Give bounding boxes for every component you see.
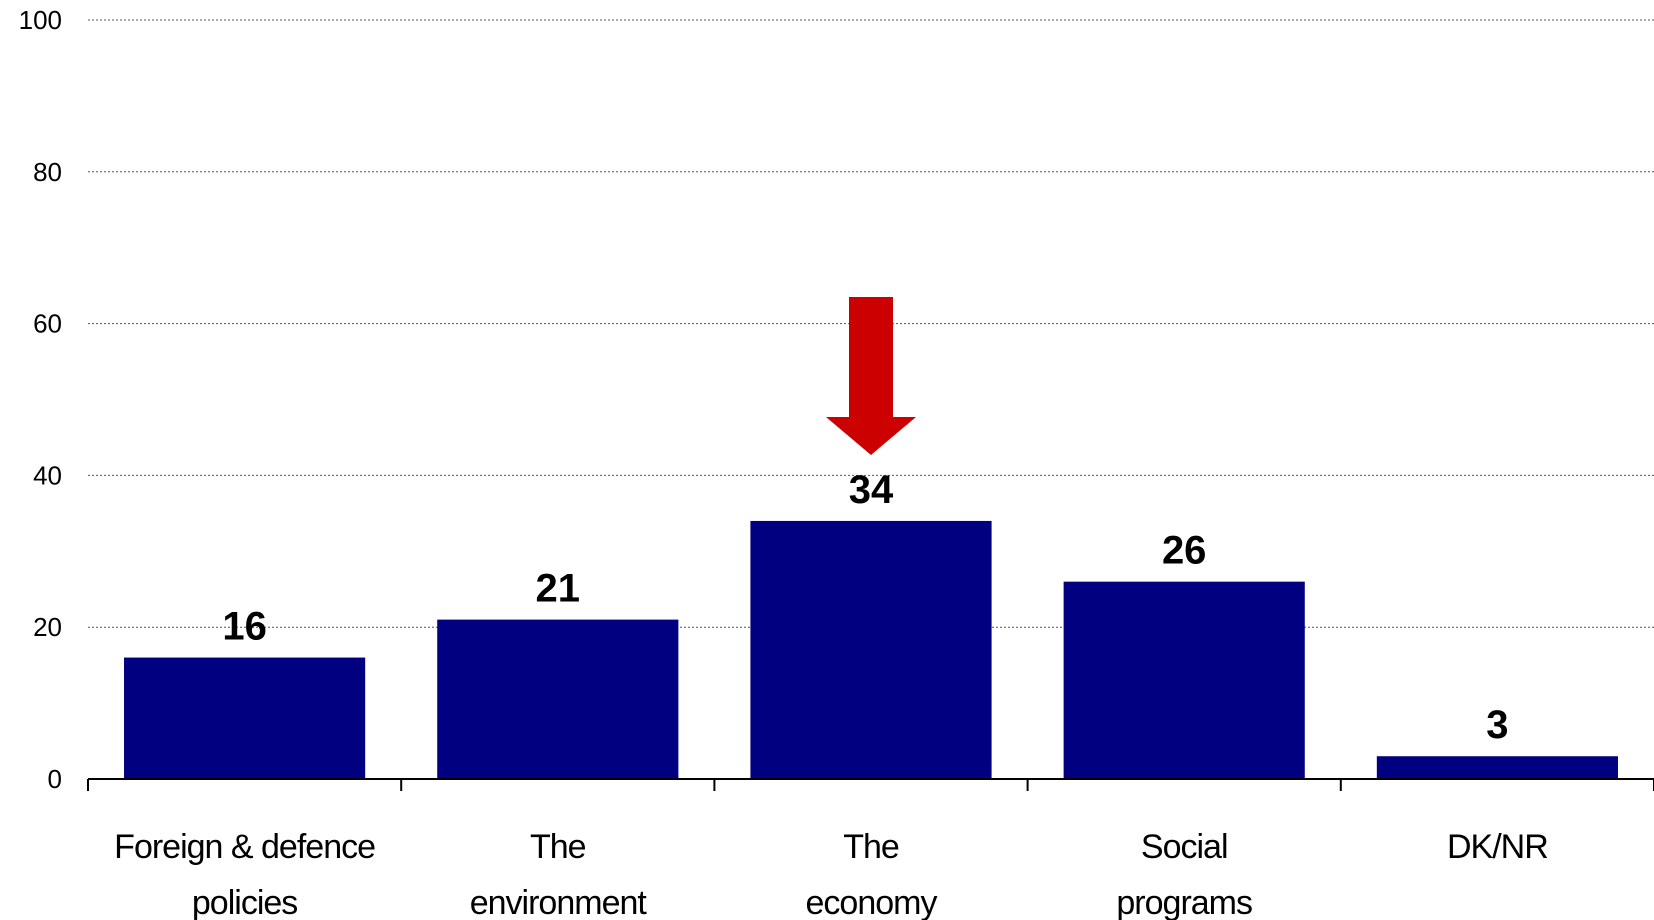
bar (1376, 756, 1618, 779)
bar (1063, 581, 1305, 779)
bars (124, 520, 1618, 779)
down-arrow-icon (826, 296, 916, 455)
y-tick-label: 0 (48, 764, 62, 794)
data-label: 34 (849, 468, 894, 512)
data-label: 3 (1486, 703, 1508, 747)
category-label: The (530, 828, 586, 866)
gridlines (88, 19, 1654, 628)
category-label: Social (1141, 828, 1228, 866)
category-label: economy (806, 884, 938, 920)
y-tick-label: 20 (33, 612, 62, 642)
x-axis (87, 778, 1654, 791)
y-tick-label: 60 (33, 309, 62, 339)
y-axis-tick-labels: 0 20 40 60 80 100 (19, 5, 62, 794)
category-label: Foreign & defence (114, 828, 375, 866)
category-label: The (843, 828, 899, 866)
data-labels: 16 21 34 26 3 (222, 468, 1508, 747)
category-labels: Foreign & defence policies The environment T… (114, 828, 1549, 920)
data-label: 16 (222, 605, 267, 649)
bar (437, 619, 679, 779)
category-label: DK/NR (1447, 828, 1548, 866)
category-label: environment (470, 884, 648, 920)
category-label: programs (1116, 884, 1252, 920)
y-tick-label: 80 (33, 157, 62, 187)
highlight-marker (826, 296, 916, 455)
y-tick-label: 40 (33, 460, 62, 490)
y-tick-label: 100 (19, 5, 62, 35)
category-label: policies (192, 884, 297, 920)
bar (750, 520, 992, 779)
data-label: 21 (536, 567, 581, 611)
data-label: 26 (1162, 529, 1207, 573)
bar (124, 657, 366, 779)
